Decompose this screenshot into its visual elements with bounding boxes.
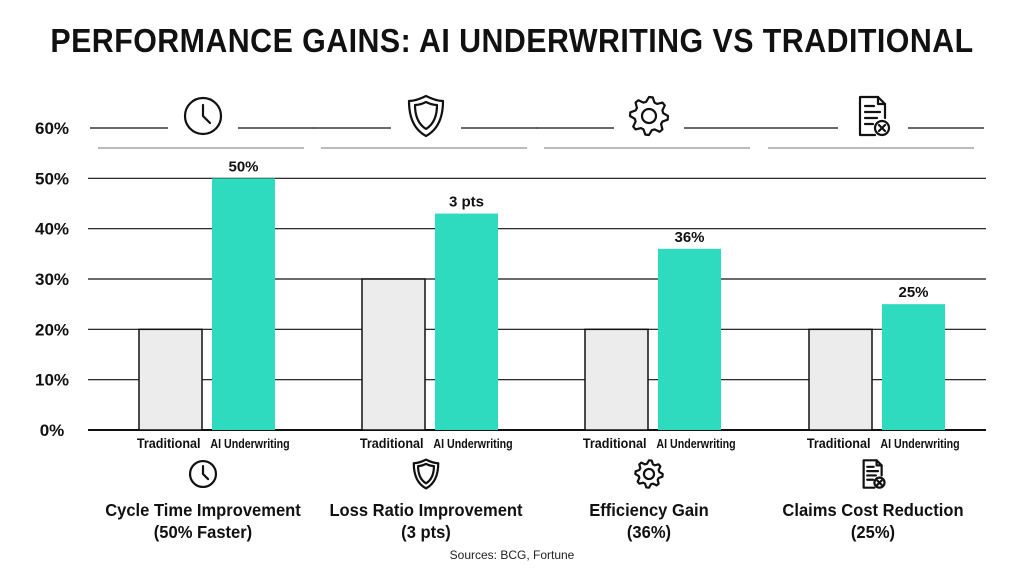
- bar-ai-underwriting: [882, 304, 945, 430]
- category-label: Cycle Time Improvement: [105, 499, 301, 520]
- category-label: Loss Ratio Improvement: [329, 499, 522, 520]
- sources-note: Sources: BCG, Fortune: [449, 548, 575, 562]
- y-tick-label: 30%: [35, 270, 69, 289]
- data-label: 25%: [898, 284, 928, 301]
- category-label: Claims Cost Reduction: [782, 499, 963, 520]
- x-label-ai-underwriting: AI Underwriting: [433, 436, 512, 451]
- category-sublabel: (25%): [851, 521, 895, 542]
- y-tick-label: 60%: [35, 119, 69, 138]
- y-tick-label: 20%: [35, 320, 69, 339]
- clock-icon: [183, 96, 223, 136]
- bar-traditional: [138, 328, 203, 431]
- category-sublabel: (50% Faster): [154, 521, 252, 542]
- x-label-traditional: Traditional: [137, 435, 201, 451]
- bar-traditional: [584, 328, 649, 431]
- gear-icon: [628, 95, 670, 137]
- data-label: 36%: [674, 229, 704, 246]
- y-tick-label: 40%: [35, 220, 69, 239]
- bar-ai-underwriting: [435, 213, 498, 430]
- bar-ai-underwriting: [212, 178, 275, 430]
- document-x-icon: [858, 95, 891, 137]
- data-label: 50%: [228, 158, 258, 175]
- shield-icon: [407, 94, 445, 138]
- x-label-traditional: Traditional: [360, 435, 424, 451]
- x-label-ai-underwriting: AI Underwriting: [880, 436, 959, 451]
- x-label-traditional: Traditional: [583, 435, 647, 451]
- category-sublabel: (3 pts): [401, 521, 451, 542]
- y-tick-label: 10%: [35, 371, 69, 390]
- bar-traditional: [808, 328, 873, 431]
- shield-icon: [412, 458, 440, 490]
- x-label-traditional: Traditional: [807, 435, 871, 451]
- data-label: 3 pts: [449, 194, 484, 211]
- document-x-icon: [862, 459, 886, 489]
- x-label-ai-underwriting: AI Underwriting: [656, 436, 735, 451]
- x-label-ai-underwriting: AI Underwriting: [210, 436, 289, 451]
- gear-icon: [634, 459, 664, 489]
- clock-icon: [188, 459, 218, 489]
- bar-traditional: [361, 278, 426, 431]
- chart-title: PERFORMANCE GAINS: AI UNDERWRITING VS TR…: [50, 22, 974, 59]
- y-tick-label: 50%: [35, 169, 69, 188]
- category-label: Efficiency Gain: [589, 499, 709, 520]
- bar-ai-underwriting: [658, 248, 721, 430]
- category-sublabel: (36%): [627, 521, 671, 542]
- y-tick-label: 0%: [40, 421, 65, 440]
